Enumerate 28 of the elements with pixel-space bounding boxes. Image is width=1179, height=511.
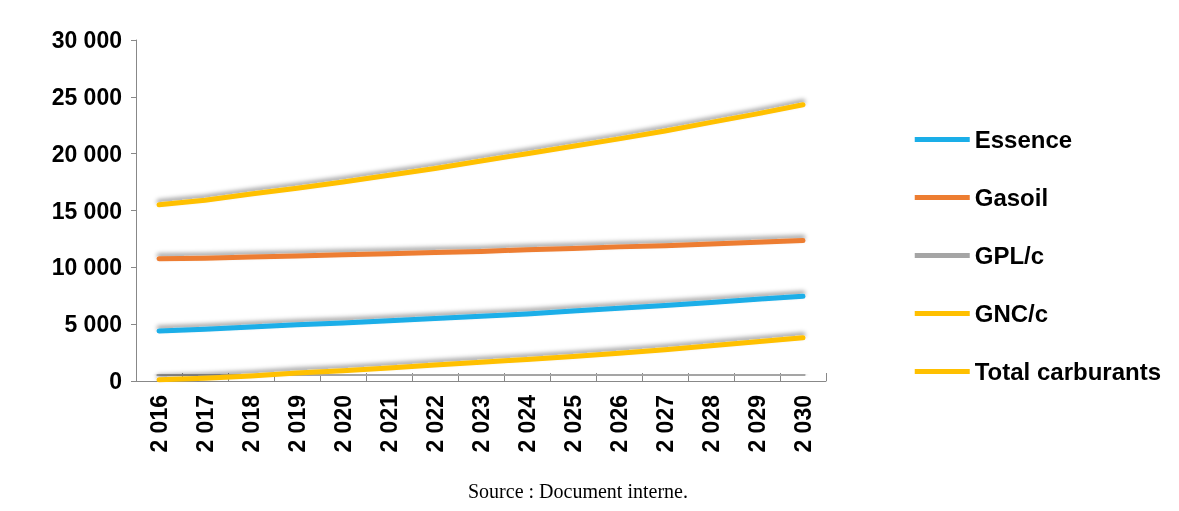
x-tick-label: 2 020 [330,395,356,453]
x-tick-label: 2 029 [744,395,770,453]
y-tick-label: 15 000 [51,197,122,224]
x-tick-label: 2 025 [560,394,586,453]
legend-label: GPL/c [974,242,1045,269]
x-tick-label: 2 030 [790,395,816,453]
y-tick-label: 10 000 [51,254,122,281]
legend-label: GNC/c [974,300,1049,327]
x-tick-label: 2 019 [284,395,310,453]
legend-label: Total carburants [974,358,1162,385]
y-tick-label: 30 000 [51,27,122,53]
x-tick-label: 2 022 [422,395,448,453]
x-tick-label: 2 018 [238,394,264,453]
source-note: Source : Document interne. [468,480,688,502]
x-tick-label: 2 024 [514,394,540,453]
x-tick-label: 2 023 [468,395,494,453]
y-tick-label: 0 [109,368,122,394]
x-tick-label: 2 028 [698,394,724,453]
legend-label: Essence [974,126,1073,153]
x-tick-label: 2 026 [606,395,632,453]
legend-label: Gasoil [974,184,1049,211]
x-tick-label: 2 016 [146,395,172,453]
y-tick-label: 20 000 [51,140,122,167]
x-tick-label: 2 021 [376,394,402,453]
y-tick-label: 25 000 [51,83,122,110]
x-tick-label: 2 027 [652,395,678,453]
y-tick-label: 5 000 [64,311,122,338]
x-tick-label: 2 017 [192,395,218,453]
